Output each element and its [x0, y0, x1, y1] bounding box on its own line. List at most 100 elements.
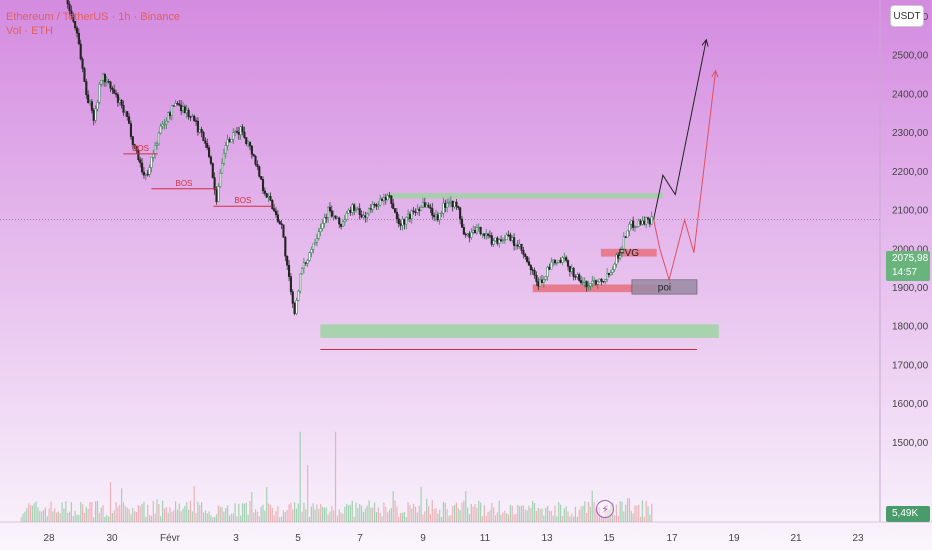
volume-bar	[504, 510, 506, 522]
candle-body	[457, 206, 460, 209]
candle-body	[633, 226, 637, 228]
volume-bar	[533, 503, 536, 522]
volume-bar	[613, 515, 616, 522]
candle-body	[340, 223, 343, 227]
candle-body	[606, 273, 609, 280]
volume-bar	[411, 508, 413, 522]
volume-bar	[448, 515, 450, 522]
volume-bar	[137, 504, 139, 522]
volume-bar	[485, 515, 487, 522]
candle-body	[364, 215, 367, 218]
candle-body	[68, 3, 71, 11]
volume-bar	[643, 516, 645, 522]
volume-bar	[223, 511, 225, 522]
volume-bar	[403, 511, 405, 522]
volume-bar	[139, 505, 141, 522]
candle-body	[611, 269, 614, 273]
volume-bar	[50, 501, 52, 522]
volume-bar	[236, 516, 238, 522]
candle-body	[269, 195, 272, 201]
volume-bar	[126, 507, 128, 522]
volume-bar	[457, 507, 459, 522]
volume-bar	[260, 506, 262, 522]
candle-body	[546, 266, 549, 277]
candle-body	[619, 251, 622, 259]
volume-bar	[68, 511, 71, 522]
candle-body	[570, 267, 573, 273]
candle-body	[274, 210, 278, 215]
volume-bar	[115, 502, 117, 522]
candle-body	[243, 131, 246, 138]
volume-bar	[301, 511, 303, 522]
zone-red	[600, 248, 657, 257]
candle-body	[88, 101, 92, 104]
candle-body	[232, 132, 235, 140]
candle-body	[490, 235, 493, 245]
candle-body	[165, 121, 168, 125]
candle-body	[412, 210, 415, 213]
candle-body	[609, 272, 612, 276]
candle-body	[341, 221, 345, 227]
candle-body	[410, 210, 413, 220]
volume-bar	[470, 504, 472, 522]
candle-body	[323, 217, 326, 224]
currency-button[interactable]: USDT	[890, 5, 924, 27]
volume-bar	[511, 505, 513, 522]
candle-body	[589, 283, 592, 287]
candle-body	[464, 234, 467, 236]
candle-body	[598, 278, 601, 282]
candle-body	[473, 229, 477, 234]
candle-body	[336, 217, 339, 219]
candle-body	[492, 240, 495, 245]
volume-bar	[57, 511, 59, 522]
candle-body	[321, 223, 324, 229]
volume-bar	[360, 505, 363, 522]
candle-body	[87, 94, 90, 104]
volume-bar	[591, 490, 593, 522]
volume-bar	[336, 515, 338, 522]
volume-bar	[167, 512, 169, 522]
y-tick-label: 1600,00	[892, 399, 929, 410]
candle-body	[375, 204, 378, 207]
volume-bar	[124, 506, 126, 522]
volume-bar	[305, 509, 307, 522]
candle-body	[494, 237, 497, 242]
candle-body	[325, 217, 328, 219]
volume-bar	[282, 510, 285, 522]
candle-body	[455, 201, 458, 207]
lightning-icon[interactable]: ⚡	[596, 500, 614, 518]
candle-body	[526, 256, 529, 262]
candle-body	[529, 265, 532, 271]
volume-bar	[147, 504, 149, 522]
volume-bar	[152, 501, 154, 522]
candle-body	[431, 208, 434, 216]
volume-bar	[632, 513, 634, 522]
volume-bar	[70, 502, 73, 522]
candle-body	[520, 243, 523, 251]
candle-body	[533, 270, 536, 276]
candle-body	[550, 261, 553, 270]
volume-bar	[500, 514, 502, 522]
candle-body	[451, 200, 454, 208]
candle-body	[580, 280, 583, 284]
volume-bar	[245, 502, 247, 522]
volume-bar	[254, 509, 257, 522]
candle-body	[343, 219, 346, 222]
candle-body	[626, 230, 629, 238]
candle-body	[328, 206, 332, 212]
volume-bar	[587, 501, 590, 522]
candle-body	[245, 137, 248, 144]
volume-bar	[251, 492, 253, 522]
volume-bar	[176, 509, 179, 522]
volume-bar	[576, 516, 578, 522]
candle-body	[154, 144, 157, 155]
candle-body	[70, 10, 73, 16]
candle-body	[159, 125, 162, 134]
candle-body	[193, 115, 196, 121]
volume-bar	[545, 507, 547, 522]
candle-body	[115, 93, 118, 95]
volume-bar	[150, 515, 152, 522]
